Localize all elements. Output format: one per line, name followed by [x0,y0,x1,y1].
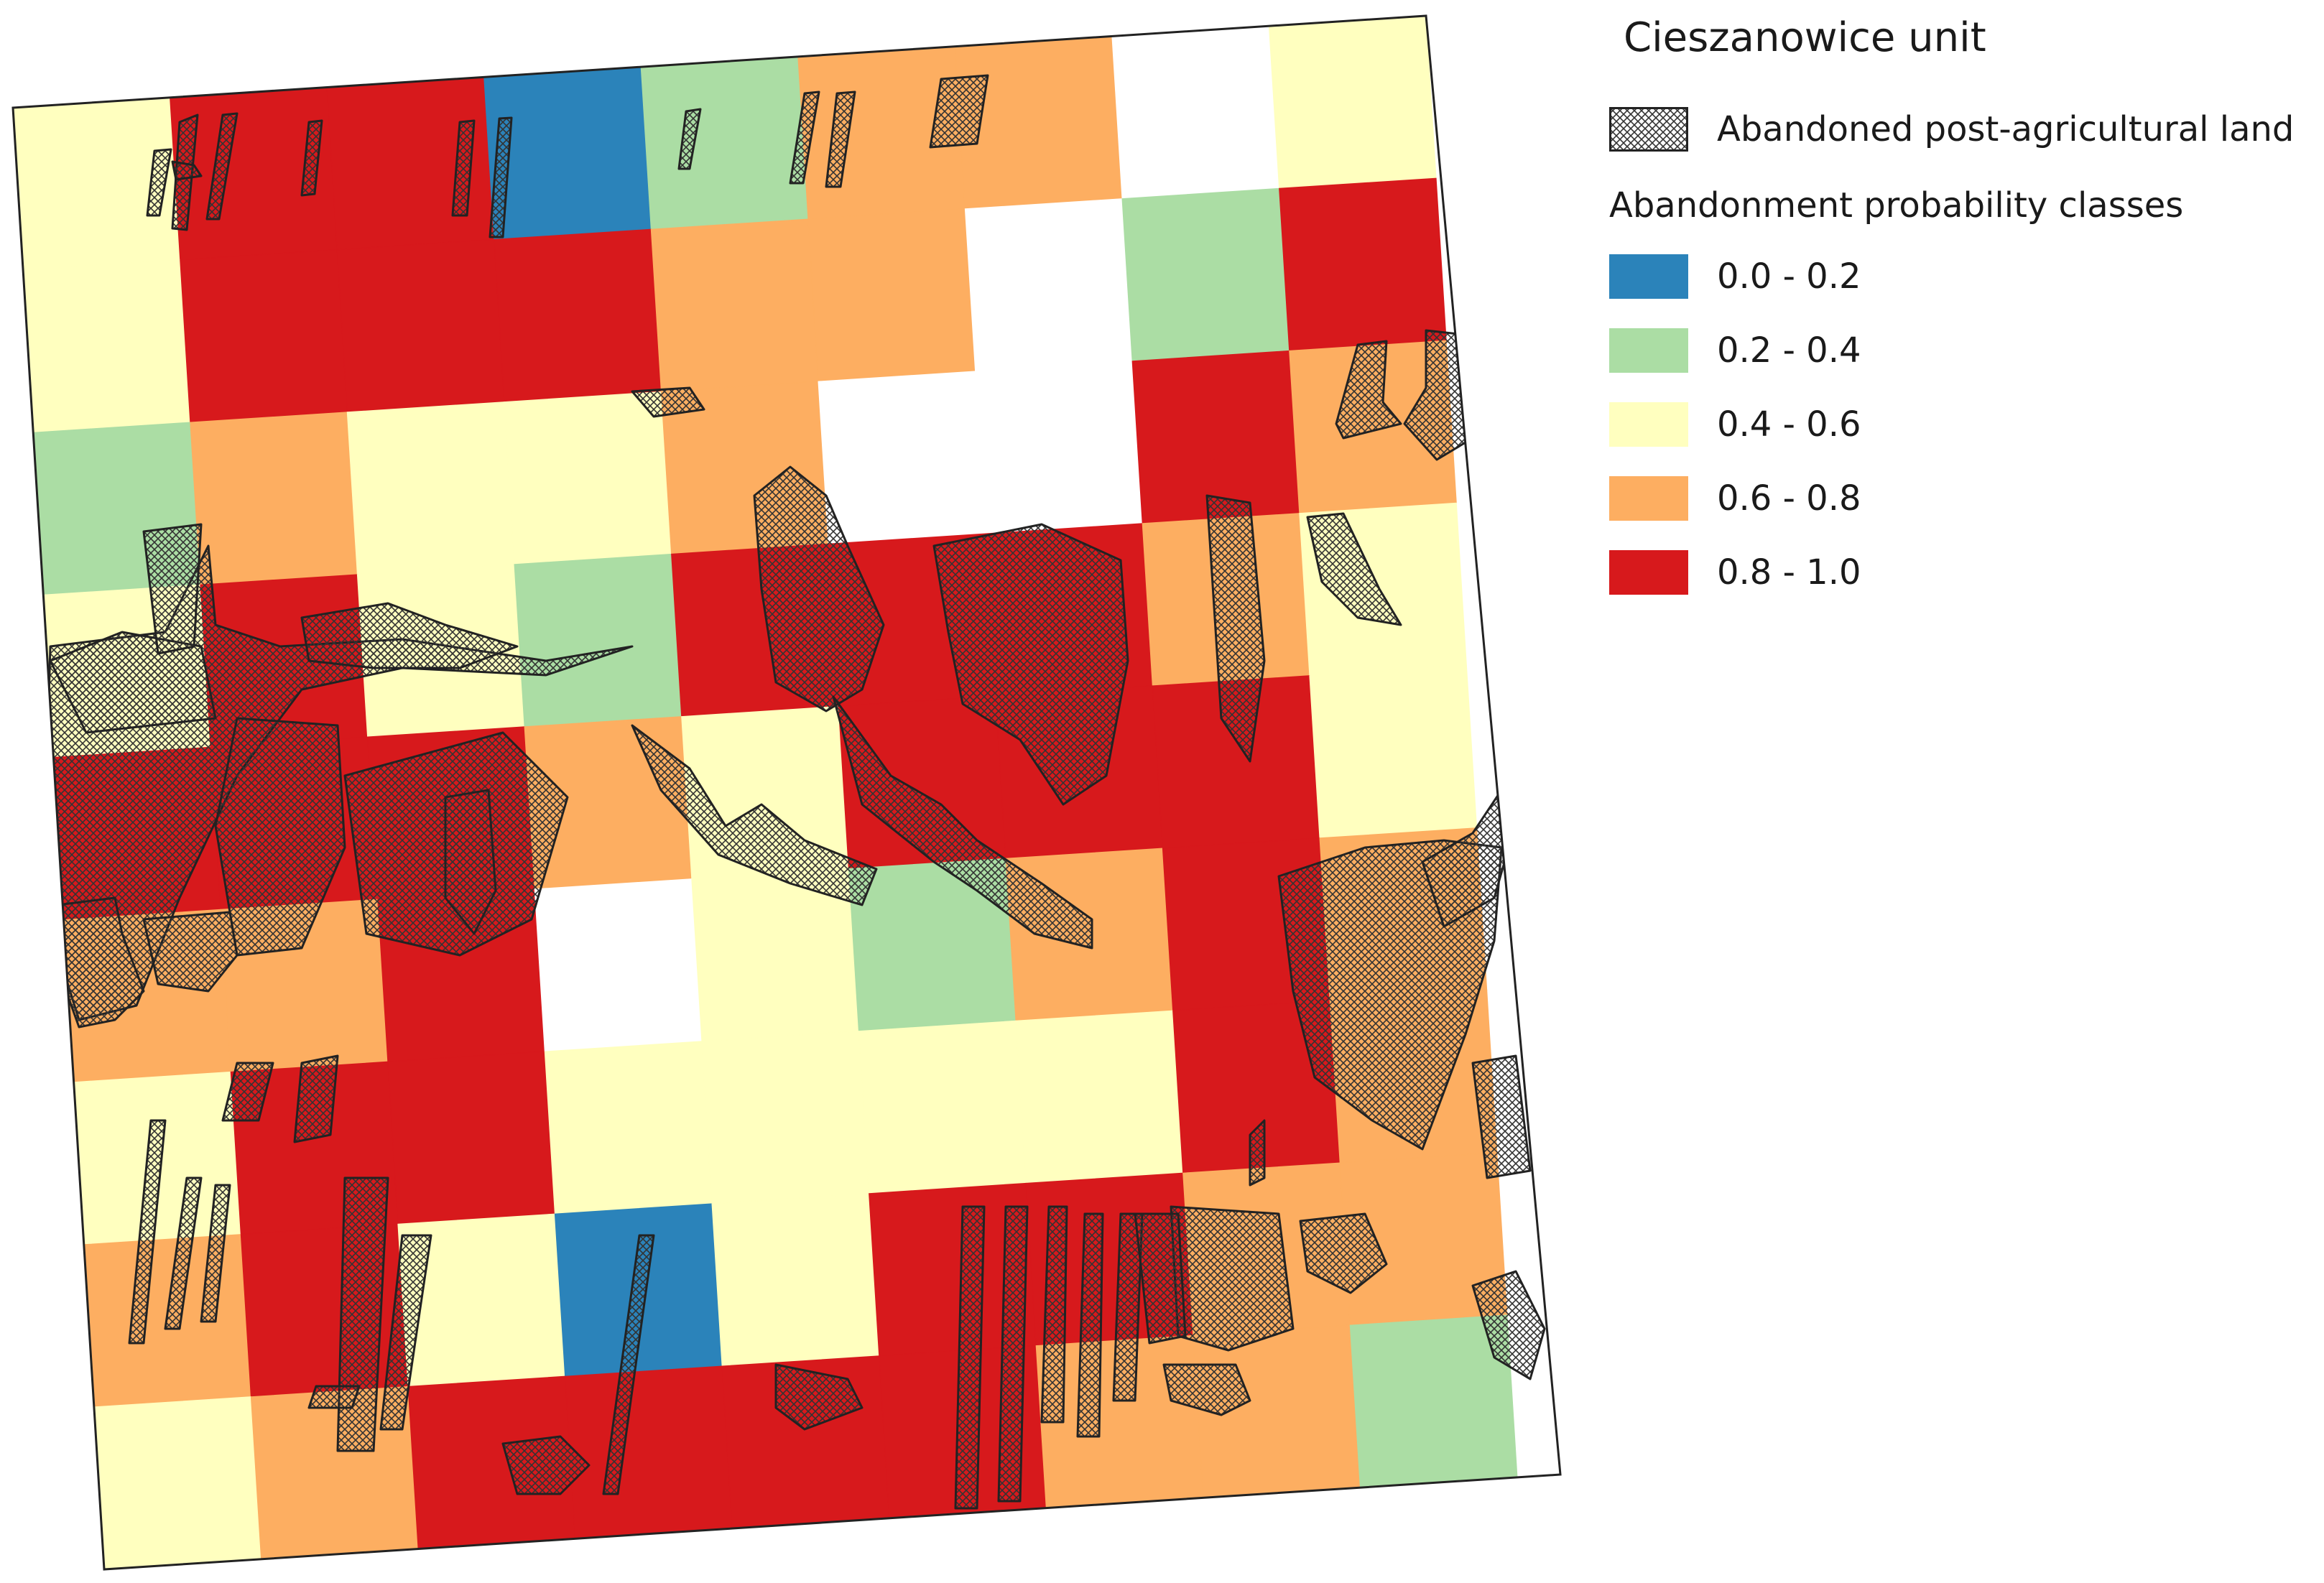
abandoned-land-patch [631,386,705,418]
abandoned-land-patch [1134,1212,1187,1345]
grid-cell [964,198,1133,372]
legend-class-item: 0.6 - 0.8 [1609,473,1861,524]
abandoned-land-patch [300,119,323,197]
abandoned-land-patch [789,90,820,185]
grid-cell [387,1051,555,1225]
abandoned-land-patch [1076,1212,1104,1438]
abandoned-land-patch [932,523,1129,806]
abandoned-land-patch [214,717,346,957]
abandoned-land-patch [1040,1205,1068,1424]
abandoned-land-patch [753,465,885,712]
grid-cell [190,412,358,585]
abandoned-land-patch [677,108,702,170]
abandoned-land-patch [171,160,203,181]
abandoned-land-patch [300,602,519,669]
grid-cell [336,238,505,413]
abandoned-land-patch [1205,494,1266,763]
abandoned-land-patch [832,695,1093,950]
abandoned-land-patch [128,1119,167,1345]
grid-cell [93,1396,262,1569]
abandoned-land-patch [501,1435,591,1495]
abandoned-land-patch [451,119,476,217]
abandoned-land-patch [1299,1212,1388,1294]
class-swatch [1609,402,1688,447]
legend-title: Cieszanowice unit [1624,14,1986,61]
grid-cell [1268,16,1437,189]
class-label: 0.2 - 0.4 [1717,330,1861,371]
abandoned-land-patch [1170,1205,1295,1352]
grid-cell [975,361,1143,534]
grid-cell [858,1020,1027,1194]
hatch-swatch [1609,107,1688,152]
class-swatch [1609,550,1688,595]
abandoned-land-patch [293,1054,339,1143]
grid-cell [640,56,809,230]
class-swatch [1609,328,1688,373]
abandoned-land-patch [164,1176,203,1330]
class-label: 0.4 - 0.6 [1717,404,1861,445]
abandoned-land-patch [221,1062,274,1122]
abandoned-land-patch [142,523,203,655]
grid-cell [514,553,682,728]
grid-cell [701,1031,870,1204]
classes-title: Abandonment probability classes [1609,185,2184,226]
class-swatch [1609,254,1688,299]
hatch-label: Abandoned post-agricultural land [1717,109,2295,149]
abandoned-land-patch [825,90,856,188]
class-label: 0.6 - 0.8 [1717,478,1861,519]
grid-cell [346,401,515,575]
abandoned-land-patch [997,1205,1029,1503]
abandoned-land-patch [929,74,989,149]
grid-cell [534,878,703,1052]
abandoned-land-patch [200,1184,231,1323]
grid-cell [711,1193,880,1367]
class-label: 0.8 - 1.0 [1717,552,1861,593]
abandoned-land-patch [1335,340,1402,440]
abandoned-land-patch [1162,1363,1251,1416]
abandoned-land-patch [1471,1054,1532,1179]
legend-hatch-item: Abandoned post-agricultural land [1609,104,2294,154]
grid-cell [565,1365,733,1539]
abandoned-land-patch [1306,512,1402,626]
abandoned-land-patch [954,1205,986,1510]
grid-cell [180,249,348,423]
abandoned-land-patch [307,1385,361,1409]
grid-cell [650,218,819,392]
abandoned-land-patch [49,631,217,734]
abandoned-land-patch [774,1363,864,1431]
grid-cell [807,208,976,382]
abandoned-land-patch [1471,1270,1546,1380]
grid-cell [494,228,662,403]
map-frame [11,14,1562,1571]
grid-cell [544,1041,713,1215]
grid-cell [1279,177,1447,351]
abandoned-land-patch [1249,1119,1266,1187]
grid-cell [818,371,986,544]
abandoned-land-patch [146,148,172,217]
abandoned-land-patch [444,789,497,935]
grid-cell [1015,1010,1184,1184]
abandoned-land-patch [379,1234,432,1431]
legend-class-item: 0.2 - 0.4 [1609,325,1861,376]
class-swatch [1609,476,1688,521]
grid-cell [1111,25,1280,200]
grid-cell [22,259,191,433]
abandoned-land-patch [489,116,513,238]
abandoned-land-patches [42,74,1546,1510]
abandoned-land-patch [336,1176,389,1452]
abandoned-land-patch [602,1234,655,1495]
grid-cell [1309,664,1478,839]
grid-cell [504,391,672,565]
abandoned-land-patch [205,112,239,220]
legend-class-item: 0.4 - 0.6 [1609,399,1861,450]
abandoned-land-patch [631,724,878,906]
legend-class-item: 0.0 - 0.2 [1609,251,1861,302]
class-label: 0.0 - 0.2 [1717,256,1861,297]
legend-class-item: 0.8 - 1.0 [1609,547,1861,598]
grid-cell [1121,187,1290,362]
abandoned-land-patch [142,911,239,993]
